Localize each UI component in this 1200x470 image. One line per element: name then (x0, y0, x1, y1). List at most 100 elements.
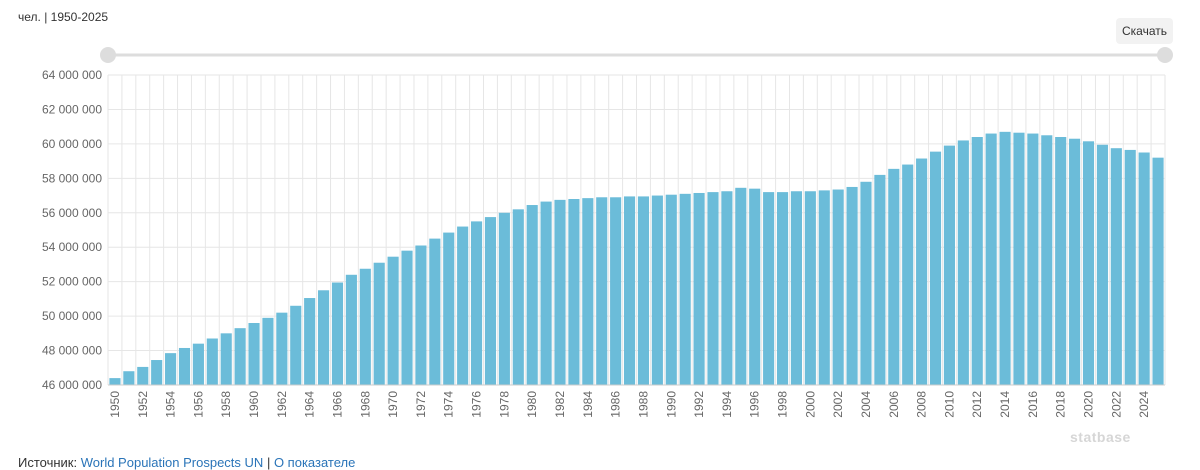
x-tick-label: 2006 (887, 391, 901, 418)
bar (387, 256, 399, 385)
bar (248, 323, 260, 385)
x-tick-label: 1964 (303, 391, 317, 418)
bar (359, 268, 371, 385)
x-tick-label: 1978 (497, 391, 511, 418)
source: Источник: World Population Prospects UN … (18, 455, 355, 470)
bar (304, 298, 316, 385)
x-tick-label: 1988 (636, 391, 650, 418)
bar (415, 245, 427, 385)
x-tick-label: 1956 (191, 391, 205, 418)
x-tick-label: 2014 (998, 391, 1012, 418)
x-tick-label: 1974 (442, 391, 456, 418)
bar (776, 192, 789, 385)
bar (457, 226, 469, 385)
bar (512, 209, 524, 385)
download-button[interactable]: Скачать (1116, 18, 1173, 44)
bar (943, 145, 955, 385)
bar (582, 198, 594, 385)
y-tick-label: 62 000 000 (42, 102, 102, 116)
x-tick-label: 1972 (414, 391, 428, 418)
bar (804, 191, 816, 385)
slider-handle[interactable] (100, 47, 116, 63)
bar (151, 360, 163, 385)
bar (957, 140, 969, 385)
bar (888, 168, 900, 385)
x-tick-label: 1962 (275, 391, 289, 418)
x-tick-label: 2004 (859, 391, 873, 418)
bar (749, 188, 761, 385)
y-tick-label: 58 000 000 (42, 171, 102, 185)
bar (429, 238, 441, 385)
bar (665, 194, 677, 385)
bar (916, 158, 928, 385)
bar (832, 189, 844, 385)
x-tick-label: 1998 (776, 391, 790, 418)
y-tick-label: 46 000 000 (42, 378, 102, 392)
x-tick-label: 1996 (748, 391, 762, 418)
bar (651, 195, 663, 385)
bar (1041, 135, 1053, 385)
y-tick-label: 52 000 000 (42, 275, 102, 289)
x-tick-label: 1970 (386, 391, 400, 418)
x-tick-label: 2020 (1082, 391, 1096, 418)
x-tick-label: 2010 (942, 391, 956, 418)
bar (999, 131, 1011, 385)
bar (610, 197, 622, 385)
slider-handle[interactable] (1157, 47, 1173, 63)
bar (1096, 144, 1108, 385)
bar (220, 333, 232, 385)
x-tick-label: 1952 (136, 391, 150, 418)
bar (790, 191, 803, 385)
x-tick-label: 2012 (970, 391, 984, 418)
bar (234, 328, 246, 385)
bar (123, 371, 135, 385)
x-tick-label: 1960 (247, 391, 261, 418)
x-tick-label: 2000 (803, 391, 817, 418)
x-tick-label: 1966 (330, 391, 344, 418)
bar (902, 164, 914, 385)
bar (137, 366, 149, 385)
bar (373, 262, 385, 385)
bar (109, 378, 121, 385)
bar (276, 312, 288, 385)
x-tick-label: 1992 (692, 391, 706, 418)
y-tick-label: 64 000 000 (42, 68, 102, 82)
bar (568, 199, 580, 385)
y-tick-label: 60 000 000 (42, 137, 102, 151)
bar (206, 338, 218, 385)
bar (1013, 132, 1025, 385)
bar (1082, 141, 1095, 385)
bar (178, 347, 191, 385)
x-tick-label: 1984 (581, 391, 595, 418)
bar (929, 151, 942, 385)
bar (1152, 157, 1164, 385)
y-tick-label: 50 000 000 (42, 309, 102, 323)
bar (1110, 148, 1122, 385)
bar (721, 191, 733, 385)
x-tick-label: 2016 (1026, 391, 1040, 418)
bar (443, 232, 455, 385)
bar (860, 181, 872, 385)
bar (1069, 138, 1081, 385)
bar (484, 217, 497, 385)
bar (554, 199, 566, 385)
bar (707, 192, 719, 385)
bar (540, 201, 552, 385)
x-tick-label: 2022 (1109, 391, 1123, 418)
x-tick-label: 2018 (1054, 391, 1068, 418)
bar (526, 205, 538, 385)
x-tick-label: 2002 (831, 391, 845, 418)
bar (693, 192, 705, 385)
bar (971, 137, 983, 385)
source-link[interactable]: World Population Prospects UN (80, 455, 264, 470)
bar (318, 290, 330, 385)
x-tick-label: 1958 (219, 391, 233, 418)
bar (1138, 152, 1150, 385)
about-link[interactable]: О показателе (273, 455, 356, 470)
bar (874, 174, 886, 385)
bar (290, 305, 302, 385)
bar (1027, 133, 1039, 385)
bar (165, 353, 177, 385)
